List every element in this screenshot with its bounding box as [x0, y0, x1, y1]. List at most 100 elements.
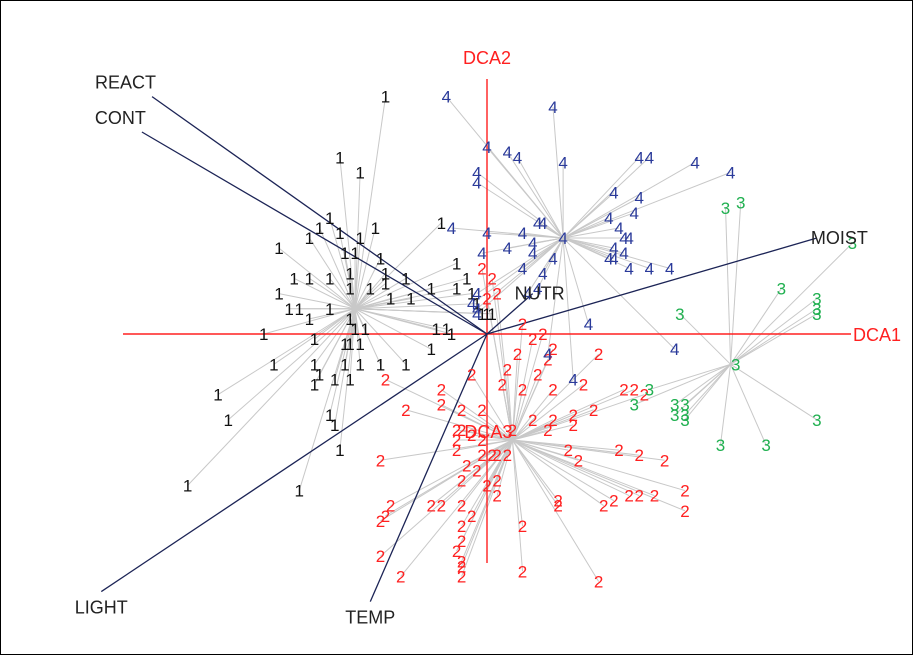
spider-line — [441, 389, 513, 441]
sample-point-group-4: 4 — [548, 249, 557, 268]
sample-point-group-1: 1 — [406, 290, 415, 309]
sample-point-group-3: 3 — [716, 436, 725, 455]
sample-point-group-4: 4 — [619, 244, 628, 263]
spider-line — [349, 273, 356, 309]
sample-point-group-4: 4 — [645, 148, 654, 167]
spider-line — [562, 237, 589, 325]
spider-line — [354, 308, 381, 365]
spider-line — [354, 293, 472, 310]
spider-line — [506, 151, 564, 239]
spider-line — [730, 308, 818, 365]
sample-point-group-4: 4 — [533, 280, 542, 299]
spider-line — [562, 171, 731, 239]
sample-point-group-4: 4 — [467, 295, 476, 314]
sample-point-group-2: 2 — [614, 441, 623, 460]
sample-point-group-2: 2 — [650, 487, 659, 506]
vector-label-temp: TEMP — [345, 608, 395, 628]
spider-line — [355, 308, 493, 315]
sample-point-group-1: 1 — [452, 280, 461, 299]
env-vector-light — [100, 333, 488, 593]
sample-point-group-2: 2 — [457, 471, 466, 490]
vector-label-nutr: NUTR — [515, 284, 565, 304]
spider-line — [512, 439, 686, 492]
spider-line — [649, 363, 731, 391]
sample-point-group-1: 1 — [447, 325, 456, 344]
spider-line — [730, 202, 742, 365]
spider-line — [273, 308, 356, 365]
spider-line — [674, 363, 731, 406]
sample-point-group-3: 3 — [812, 411, 821, 430]
sample-point-group-1: 1 — [340, 355, 349, 374]
sample-point-group-4: 4 — [548, 98, 557, 117]
sample-point-group-1: 1 — [310, 330, 319, 349]
spider-line — [562, 156, 640, 239]
sample-point-group-2: 2 — [594, 345, 603, 364]
sample-point-group-4: 4 — [619, 229, 628, 248]
sample-point-group-3: 3 — [721, 199, 730, 218]
spider-line — [512, 439, 640, 497]
sample-point-group-1: 1 — [360, 320, 369, 339]
spider-line — [501, 384, 513, 441]
sample-point-group-1: 1 — [330, 370, 339, 389]
spider-line — [679, 313, 731, 365]
spider-line — [633, 363, 731, 406]
sample-point-group-3: 3 — [812, 300, 821, 319]
spider-line — [511, 389, 524, 441]
sample-point-group-2: 2 — [553, 492, 562, 511]
sample-point-group-2: 2 — [528, 411, 537, 430]
sample-point-group-2: 2 — [680, 482, 689, 501]
sample-point-group-2: 2 — [518, 517, 527, 536]
spider-line — [512, 439, 630, 497]
sample-point-group-1: 1 — [274, 285, 283, 304]
sample-point-group-1: 1 — [477, 305, 486, 324]
sample-point-group-2: 2 — [376, 451, 385, 470]
sample-point-group-4: 4 — [503, 239, 512, 258]
spider-line — [456, 429, 513, 441]
spider-line — [512, 439, 615, 502]
sample-point-group-2: 2 — [457, 517, 466, 536]
spider-line — [380, 439, 513, 557]
spider-line — [309, 278, 356, 310]
sample-point-group-2: 2 — [553, 497, 562, 516]
spider-line — [532, 237, 564, 254]
spider-line — [329, 278, 356, 310]
spider-line — [512, 439, 665, 461]
sample-point-group-2: 2 — [538, 325, 547, 344]
sample-point-group-2: 2 — [477, 446, 486, 465]
sample-point-group-1: 1 — [340, 244, 349, 263]
sample-point-group-2: 2 — [457, 557, 466, 576]
sample-point-group-4: 4 — [604, 249, 613, 268]
sample-point-group-1: 1 — [335, 224, 344, 243]
sample-point-group-2: 2 — [574, 451, 583, 470]
sample-point-group-1: 1 — [442, 320, 451, 339]
sample-point-group-1: 1 — [482, 305, 491, 324]
sample-point-group-1: 1 — [305, 269, 314, 288]
spider-line — [456, 439, 513, 552]
spider-line — [527, 237, 564, 294]
spider-line — [512, 419, 534, 441]
spider-line — [471, 374, 513, 441]
sample-point-group-2: 2 — [548, 340, 557, 359]
sample-point-group-4: 4 — [528, 244, 537, 263]
spider-line — [730, 288, 782, 365]
sample-point-group-3: 3 — [731, 355, 740, 374]
spider-line — [511, 374, 539, 441]
spider-line — [725, 207, 732, 365]
sample-point-group-3: 3 — [812, 290, 821, 309]
spider-line — [512, 419, 554, 441]
spider-line — [562, 192, 615, 239]
vector-label-react: REACT — [95, 73, 156, 93]
spider-line — [674, 363, 731, 416]
sample-point-group-3: 3 — [670, 406, 679, 425]
sample-point-group-1: 1 — [452, 254, 461, 273]
sample-point-group-2: 2 — [518, 315, 527, 334]
sample-point-group-1: 1 — [325, 209, 334, 228]
sample-point-group-1: 1 — [345, 335, 354, 354]
sample-point-group-2: 2 — [635, 446, 644, 465]
spider-line — [563, 227, 620, 239]
sample-point-group-2: 2 — [492, 446, 501, 465]
sample-point-group-1: 1 — [401, 269, 410, 288]
sample-point-group-3: 3 — [645, 381, 654, 400]
spider-line — [354, 308, 447, 330]
spider-line — [511, 440, 524, 572]
